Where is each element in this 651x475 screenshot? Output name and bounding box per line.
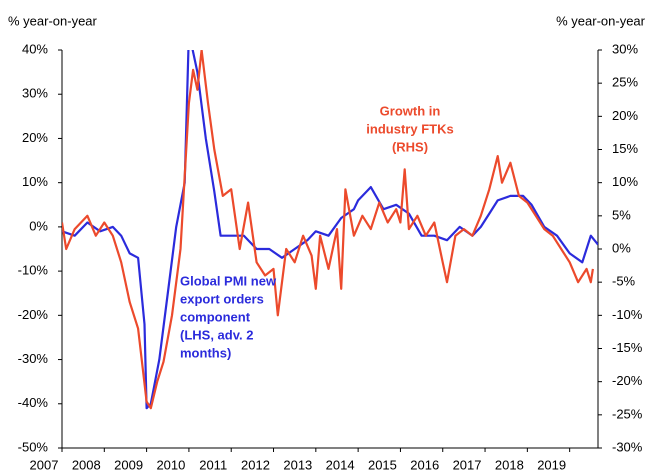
y2-tick-label: -15% [612,340,643,355]
annotation: component [180,309,251,324]
x-tick-label: 2013 [283,457,312,472]
y2-tick-label: -5% [612,274,636,289]
annotation: Growth in [380,103,441,118]
y2-tick-label: -10% [612,307,643,322]
x-tick-label: 2019 [537,457,566,472]
x-tick-label: 2011 [199,457,227,472]
annotation: Global PMI new [180,273,277,288]
series-line [62,50,594,410]
y2-tick-label: 15% [612,141,638,156]
x-tick-label: 2008 [72,457,101,472]
annotation: (RHS) [392,139,428,154]
x-tick-label: 2014 [326,457,355,472]
y-tick-label: -30% [18,351,49,366]
y-tick-label: 40% [22,41,48,56]
x-tick-label: 2012 [241,457,270,472]
y-tick-label: 20% [22,130,48,145]
y2-tick-label: -20% [612,373,643,388]
y2-tick-label: 0% [612,240,631,255]
y-tick-label: 0% [29,218,48,233]
y2-tick-label: 5% [612,207,631,222]
x-tick-label: 2015 [368,457,397,472]
x-tick-label: 2010 [156,457,185,472]
annotation: industry FTKs [366,121,453,136]
x-tick-label: 2009 [114,457,143,472]
y2-tick-label: 20% [612,108,638,123]
x-tick-label: 2016 [410,457,439,472]
x-tick-label: 2017 [453,457,482,472]
y-tick-label: 10% [22,174,48,189]
y2-tick-label: 30% [612,41,638,56]
annotation: months) [180,345,231,360]
y-tick-label: -40% [18,395,49,410]
y-tick-label: 30% [22,86,48,101]
series-line [62,50,598,410]
y2-tick-label: -30% [612,439,643,454]
y2-tick-label: 10% [612,174,638,189]
y-tick-label: -10% [18,263,49,278]
y2-axis-label: % year-on-year [556,13,646,28]
y-axis-label: % year-on-year [8,13,98,28]
annotation: export orders [180,291,264,306]
y-tick-label: -50% [18,439,49,454]
x-tick-label: 2007 [30,457,59,472]
y2-tick-label: 25% [612,75,638,90]
annotation: (LHS, adv. 2 [180,327,253,342]
x-tick-label: 2018 [495,457,524,472]
y-tick-label: -20% [18,307,49,322]
y2-tick-label: -25% [612,406,643,421]
